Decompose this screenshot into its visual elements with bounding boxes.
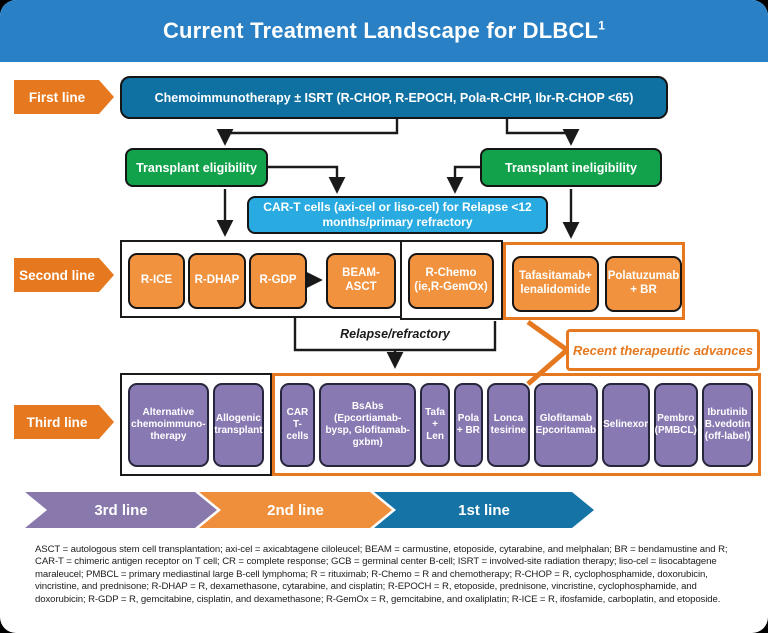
arrow-firstline-to-eligible bbox=[216, 119, 399, 146]
treatment-box-r-ice: R-ICE bbox=[128, 253, 185, 309]
arrow-eligible-to-cart bbox=[268, 165, 346, 194]
relapse-refractory-note: Relapse/refractory bbox=[300, 327, 490, 341]
treatment-box-alternative-chemoimmunotherapy: Alternative chemoimmuno-therapy bbox=[128, 382, 209, 467]
third-line-label-text: Third line bbox=[26, 414, 88, 430]
arrow-firstline-to-ineligible bbox=[505, 119, 580, 146]
treatment-box-pembro-pmbcl: Pembro (PMBCL) bbox=[653, 382, 699, 467]
timeline-chevron-1st-line: 1st line bbox=[374, 492, 594, 528]
arrow-ineligible-to-cart bbox=[446, 165, 480, 194]
timeline-chevron-3rd-line: 3rd line bbox=[25, 492, 217, 528]
third-line-advanced-group: CAR T-cells BsAbs (Epcortiamab-bysp, Glo… bbox=[272, 373, 761, 476]
second-line-label-text: Second line bbox=[19, 267, 95, 283]
treatment-box-bsabs: BsAbs (Epcortiamab-bysp, Glofitamab-gxbm… bbox=[318, 382, 417, 467]
treatment-box-beam-asct: BEAM-ASCT bbox=[326, 253, 396, 309]
eligibility-text: Transplant eligibility bbox=[136, 160, 257, 175]
treatment-box-allogenic-transplant: Allogenic transplant bbox=[212, 382, 264, 467]
treatment-box-ibrutinib-bvedotin: Ibrutinib B.vedotin (off-label) bbox=[702, 382, 754, 467]
ineligibility-text: Transplant ineligibility bbox=[505, 160, 637, 175]
treatment-box-car-t-relapse: CAR-T cells (axi-cel or liso-cel) for Re… bbox=[247, 196, 548, 234]
treatment-box-lonca-tesirine: Lonca tesirine bbox=[487, 382, 530, 467]
treatment-box-selinexor: Selinexor bbox=[601, 382, 650, 467]
footnote-marker: 1 bbox=[598, 18, 606, 33]
treatment-box-pola-br: Pola + BR bbox=[453, 382, 483, 467]
page-title-text: Current Treatment Landscape for DLBCL bbox=[162, 18, 599, 43]
treatment-box-r-gdp: R-GDP bbox=[249, 253, 307, 309]
second-line-chemo-group: R-Chemo (ie,R-GemOx) bbox=[400, 240, 503, 320]
second-line-label-arrow: Second line bbox=[14, 258, 114, 292]
timeline-chevron-2nd-line: 2nd line bbox=[199, 492, 392, 528]
second-line-advanced-group: Tafasitamab+ lenalidomide Polatuzumab + … bbox=[503, 242, 685, 320]
abbreviation-footnotes: ASCT = autologous stem cell transplantat… bbox=[35, 544, 728, 605]
first-line-therapy-text: Chemoimmunotherapy ± ISRT (R-CHOP, R-EPO… bbox=[154, 90, 634, 105]
cart-text: CAR-T cells (axi-cel or liso-cel) for Re… bbox=[263, 200, 532, 229]
treatment-box-chemoimmunotherapy: Chemoimmunotherapy ± ISRT (R-CHOP, R-EPO… bbox=[120, 76, 668, 119]
second-line-transplant-group: R-ICE R-DHAP R-GDP BEAM-ASCT bbox=[120, 240, 402, 318]
branch-box-transplant-ineligibility: Transplant ineligibility bbox=[480, 148, 662, 187]
recent-advances-text: Recent therapeutic advances bbox=[573, 342, 753, 358]
recent-advances-callout: Recent therapeutic advances bbox=[566, 329, 760, 371]
treatment-box-polatuzumab-br: Polatuzumab + BR bbox=[605, 256, 682, 312]
treatment-box-r-dhap: R-DHAP bbox=[188, 253, 246, 309]
treatment-box-tafasitamab-lenalidomide: Tafasitamab+ lenalidomide bbox=[512, 256, 599, 312]
third-line-standard-group: Alternative chemoimmuno-therapy Allogeni… bbox=[120, 373, 272, 476]
treatment-box-car-t-cells: CAR T-cells bbox=[280, 382, 315, 467]
treatment-box-glofitamab-epcoritamab: Glofitamab Epcoritamab bbox=[533, 382, 598, 467]
page-title: Current Treatment Landscape for DLBCL1 bbox=[163, 18, 605, 44]
first-line-label-text: First line bbox=[28, 89, 86, 105]
treatment-box-r-chemo: R-Chemo (ie,R-GemOx) bbox=[408, 253, 494, 309]
header-banner: Current Treatment Landscape for DLBCL1 bbox=[0, 0, 768, 62]
third-line-label-arrow: Third line bbox=[14, 405, 114, 439]
branch-box-transplant-eligibility: Transplant eligibility bbox=[125, 148, 268, 187]
first-line-label-arrow: First line bbox=[14, 80, 114, 114]
treatment-box-tafa-len: Tafa + Len bbox=[420, 382, 450, 467]
